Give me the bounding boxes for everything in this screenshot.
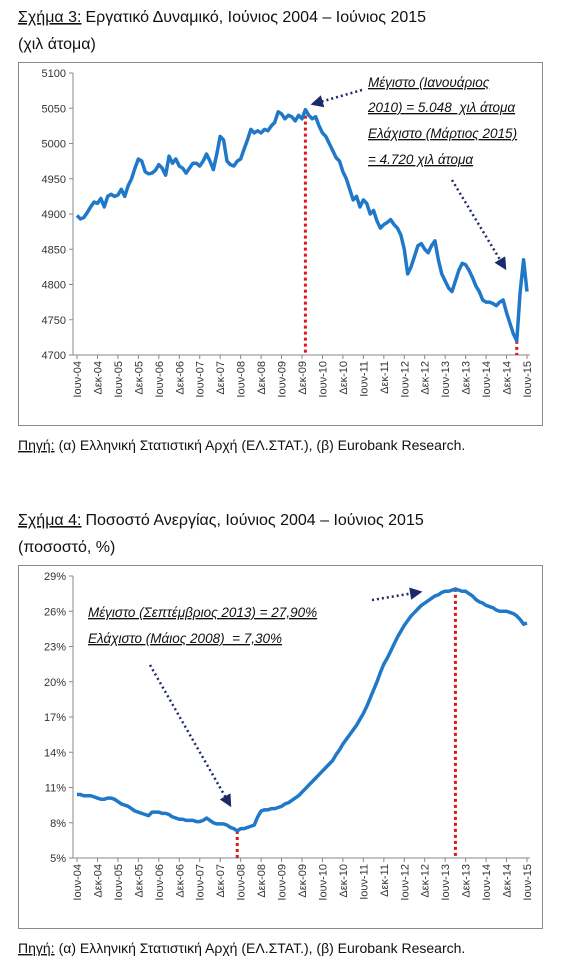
- x-tick-label: Ιουν-12: [399, 361, 411, 398]
- y-tick-label: 8%: [50, 818, 66, 830]
- chart-frame: [18, 62, 543, 426]
- x-tick-label: Ιουν-14: [481, 361, 493, 398]
- annotation: Μέγιστο (Ιανουάριος: [368, 75, 490, 90]
- figure-label: Σχήμα 4:: [18, 512, 81, 529]
- x-tick-label: Ιουν-05: [113, 864, 125, 901]
- y-tick-label: 5100: [42, 68, 66, 80]
- x-tick-label: Δεκ-09: [297, 864, 309, 898]
- annotation-arrow: [310, 88, 363, 108]
- y-tick-label: 20%: [44, 677, 66, 689]
- x-tick-label: Ιουν-04: [72, 361, 84, 398]
- annotation-arrow: [450, 179, 507, 271]
- figure-subtitle: (χιλ άτομα): [18, 36, 96, 53]
- x-tick-label: Δεκ-09: [297, 361, 309, 395]
- figure-title-text: Ποσοστό Ανεργίας, Ιούνιος 2004 – Ιούνιος…: [85, 512, 423, 529]
- y-tick-label: 4750: [42, 315, 66, 327]
- source-text: (α) Ελληνική Στατιστική Αρχή (ΕΛ.ΣΤΑΤ.),…: [59, 940, 466, 956]
- x-tick-label: Ιουν-13: [440, 864, 452, 901]
- x-tick-label: Δεκ-14: [502, 361, 514, 395]
- y-tick-label: 23%: [44, 642, 66, 654]
- annotation-arrow: [148, 664, 232, 808]
- figure-subtitle: (ποσοστό, %): [18, 539, 115, 556]
- x-tick-label: Δεκ-11: [379, 361, 391, 394]
- x-tick-label: Ιουν-05: [113, 361, 125, 398]
- y-tick-label: 5050: [42, 103, 66, 115]
- annotation-arrow: [371, 587, 423, 602]
- y-tick-label: 5%: [50, 853, 66, 865]
- x-tick-label: Δεκ-04: [92, 361, 104, 395]
- x-tick-label: Δεκ-10: [338, 864, 350, 898]
- source-label: Πηγή:: [18, 940, 55, 956]
- chart-frame: [18, 565, 543, 929]
- x-tick-label: Δεκ-10: [338, 361, 350, 395]
- x-tick-label: Ιουν-14: [481, 864, 493, 901]
- annotation: Ελάχιστο (Μάρτιος 2015): [368, 126, 517, 141]
- x-tick-label: Ιουν-11: [358, 864, 370, 900]
- y-tick-label: 26%: [44, 606, 66, 618]
- annotation: Ελάχιστο (Μάιος 2008) = 7,30%: [88, 631, 282, 646]
- x-tick-label: Δεκ-05: [133, 864, 145, 898]
- figure-title-text: Εργατικό Δυναμικό, Ιούνιος 2004 – Ιούνιο…: [85, 9, 426, 26]
- y-tick-label: 11%: [45, 783, 66, 795]
- x-tick-label: Ιουν-15: [522, 864, 534, 901]
- annotation: 2010) = 5.048 χιλ άτομα: [367, 100, 516, 115]
- y-tick-label: 5000: [42, 139, 66, 151]
- x-tick-label: Δεκ-05: [133, 361, 145, 395]
- source-text: (α) Ελληνική Στατιστική Αρχή (ΕΛ.ΣΤΑΤ.),…: [59, 437, 466, 453]
- x-tick-label: Δεκ-13: [461, 864, 473, 898]
- x-tick-label: Δεκ-12: [420, 864, 432, 898]
- x-tick-label: Ιουν-15: [522, 361, 534, 398]
- y-tick-label: 17%: [44, 712, 66, 724]
- source-note: Πηγή: (α) Ελληνική Στατιστική Αρχή (ΕΛ.ΣΤ…: [18, 940, 465, 956]
- x-tick-label: Δεκ-08: [256, 361, 268, 395]
- x-tick-label: Ιουν-11: [358, 361, 370, 397]
- x-tick-label: Ιουν-09: [277, 864, 289, 901]
- x-tick-label: Δεκ-06: [174, 864, 186, 898]
- y-tick-label: 4700: [42, 350, 66, 362]
- x-tick-label: Ιουν-04: [72, 864, 84, 901]
- x-tick-label: Δεκ-14: [502, 864, 514, 898]
- y-tick-label: 4850: [42, 244, 66, 256]
- y-tick-label: 29%: [44, 571, 66, 583]
- x-tick-label: Ιουν-06: [154, 864, 166, 901]
- x-tick-label: Δεκ-08: [256, 864, 268, 898]
- figure-title: Σχήμα 3: Εργατικό Δυναμικό, Ιούνιος 2004 …: [18, 9, 426, 26]
- x-tick-label: Ιουν-10: [317, 864, 329, 901]
- x-tick-label: Ιουν-06: [154, 361, 166, 398]
- source-label: Πηγή:: [18, 437, 55, 453]
- x-tick-label: Ιουν-09: [277, 361, 289, 398]
- x-tick-label: Δεκ-11: [379, 864, 391, 897]
- x-tick-label: Ιουν-08: [236, 864, 248, 901]
- data-line: [75, 107, 529, 343]
- annotation: Μέγιστο (Σεπτέμβριος 2013) = 27,90%: [88, 605, 317, 620]
- figure-title: Σχήμα 4: Ποσοστό Ανεργίας, Ιούνιος 2004 –…: [18, 512, 424, 529]
- x-tick-label: Δεκ-12: [420, 361, 432, 395]
- x-tick-label: Ιουν-07: [195, 864, 207, 901]
- y-tick-label: 4900: [42, 209, 66, 221]
- x-tick-label: Δεκ-13: [461, 361, 473, 395]
- x-tick-label: Ιουν-08: [236, 361, 248, 398]
- x-tick-label: Ιουν-12: [399, 864, 411, 901]
- x-tick-label: Δεκ-06: [174, 361, 186, 395]
- x-tick-label: Δεκ-07: [215, 361, 227, 395]
- figure-label: Σχήμα 3:: [18, 9, 81, 26]
- x-tick-label: Ιουν-10: [317, 361, 329, 398]
- x-tick-label: Ιουν-07: [195, 361, 207, 398]
- y-tick-label: 4950: [42, 174, 66, 186]
- annotation: = 4.720 χιλ άτομα: [368, 152, 474, 167]
- y-tick-label: 4800: [42, 280, 66, 292]
- source-note: Πηγή: (α) Ελληνική Στατιστική Αρχή (ΕΛ.ΣΤ…: [18, 437, 465, 453]
- x-tick-label: Δεκ-07: [215, 864, 227, 898]
- x-tick-label: Ιουν-13: [440, 361, 452, 398]
- y-tick-label: 14%: [44, 747, 66, 759]
- x-tick-label: Δεκ-04: [92, 864, 104, 898]
- data-line: [77, 587, 528, 833]
